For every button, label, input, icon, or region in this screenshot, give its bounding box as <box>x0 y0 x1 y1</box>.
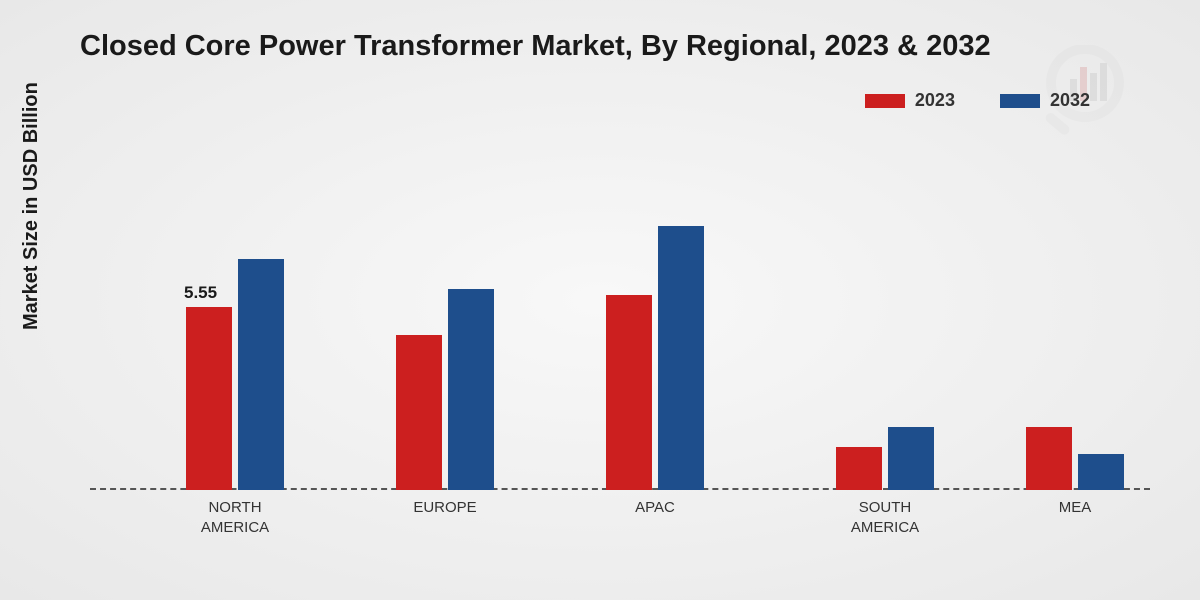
bar <box>396 335 442 490</box>
legend-item-2032: 2032 <box>1000 90 1090 111</box>
bar <box>1026 427 1072 490</box>
bar-group <box>606 226 704 490</box>
x-tick-label: MEA <box>1015 498 1135 518</box>
bar <box>1078 454 1124 490</box>
legend-item-2023: 2023 <box>865 90 955 111</box>
value-label: 5.55 <box>184 283 217 303</box>
bar <box>888 427 934 490</box>
plot-area: 5.55 <box>90 160 1150 490</box>
legend-label-2023: 2023 <box>915 90 955 111</box>
bar <box>658 226 704 490</box>
chart-title: Closed Core Power Transformer Market, By… <box>80 30 991 63</box>
legend: 2023 2032 <box>865 90 1090 111</box>
y-axis-label: Market Size in USD Billion <box>20 82 43 330</box>
bar <box>836 447 882 490</box>
bar-group <box>836 427 934 490</box>
bar <box>448 289 494 490</box>
bar <box>186 307 232 490</box>
bar <box>606 295 652 490</box>
x-tick-label: APAC <box>595 498 715 518</box>
x-tick-label: EUROPE <box>385 498 505 518</box>
x-tick-label: NORTHAMERICA <box>175 498 295 537</box>
legend-label-2032: 2032 <box>1050 90 1090 111</box>
legend-swatch-2032 <box>1000 94 1040 108</box>
x-tick-label: SOUTHAMERICA <box>825 498 945 537</box>
bar-group <box>396 289 494 490</box>
bar-group <box>1026 427 1124 490</box>
legend-swatch-2023 <box>865 94 905 108</box>
bar <box>238 259 284 490</box>
